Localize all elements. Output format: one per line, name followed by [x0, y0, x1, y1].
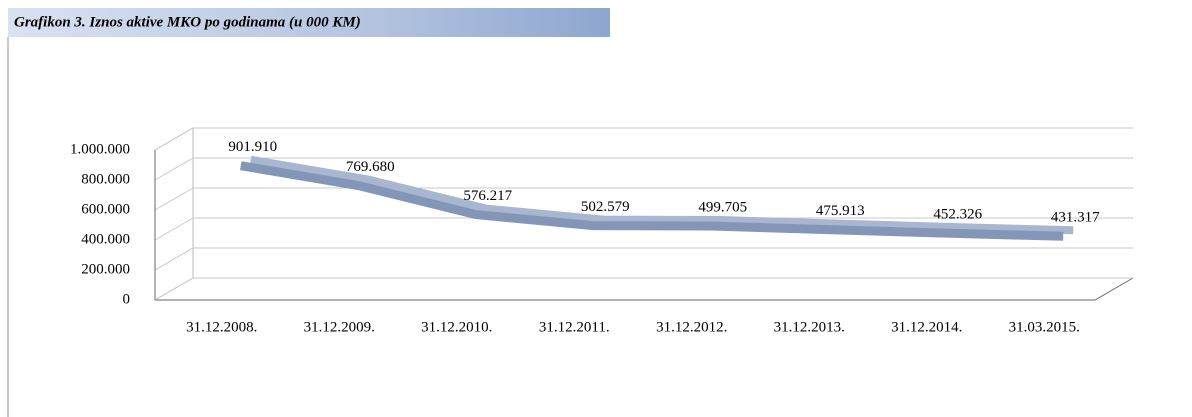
plot: 0 200.000 400.000 600.000 800.000 1.000.000 31… [70, 127, 1134, 335]
x-tick-label: 31.03.2015. [1009, 319, 1080, 335]
y-tick-label: 1.000.000 [70, 141, 130, 157]
grid-line [154, 277, 1133, 301]
x-tick-label: 31.12.2009. [304, 319, 375, 335]
grid-line [154, 247, 1133, 271]
x-tick-label: 31.12.2011. [539, 319, 610, 335]
y-tick-label: 800.000 [81, 171, 130, 187]
grid-line [154, 187, 1133, 211]
y-tick-label: 600.000 [81, 201, 130, 217]
x-tick-label: 31.12.2010. [421, 319, 492, 335]
x-tick-label: 31.12.2008. [186, 319, 257, 335]
line [240, 161, 1064, 241]
value-label: 502.579 [581, 199, 630, 215]
x-tick-label: 31.12.2013. [774, 319, 845, 335]
side-wall [154, 127, 194, 301]
floor [155, 277, 1134, 301]
x-tick-label: 31.12.2014. [891, 319, 962, 335]
value-label: 499.705 [698, 199, 747, 215]
y-tick-label: 200.000 [81, 261, 130, 277]
value-label: 475.913 [816, 203, 865, 219]
value-label: 431.317 [1051, 210, 1100, 226]
grid-line [154, 217, 1133, 241]
value-label: 901.910 [228, 139, 277, 155]
chart-title: Grafikon 3. Iznos aktive MKO po godinama… [14, 14, 361, 30]
x-tick-label: 31.12.2012. [656, 319, 727, 335]
value-label: 452.326 [933, 207, 982, 223]
title-box [8, 8, 610, 37]
grid-line [154, 157, 1133, 181]
y-tick-label: 400.000 [81, 231, 130, 247]
value-label: 769.680 [346, 159, 395, 175]
value-label: 576.217 [463, 188, 512, 204]
y-tick-label: 0 [123, 291, 131, 307]
grid-line [154, 127, 1133, 151]
line-top [250, 155, 1074, 235]
